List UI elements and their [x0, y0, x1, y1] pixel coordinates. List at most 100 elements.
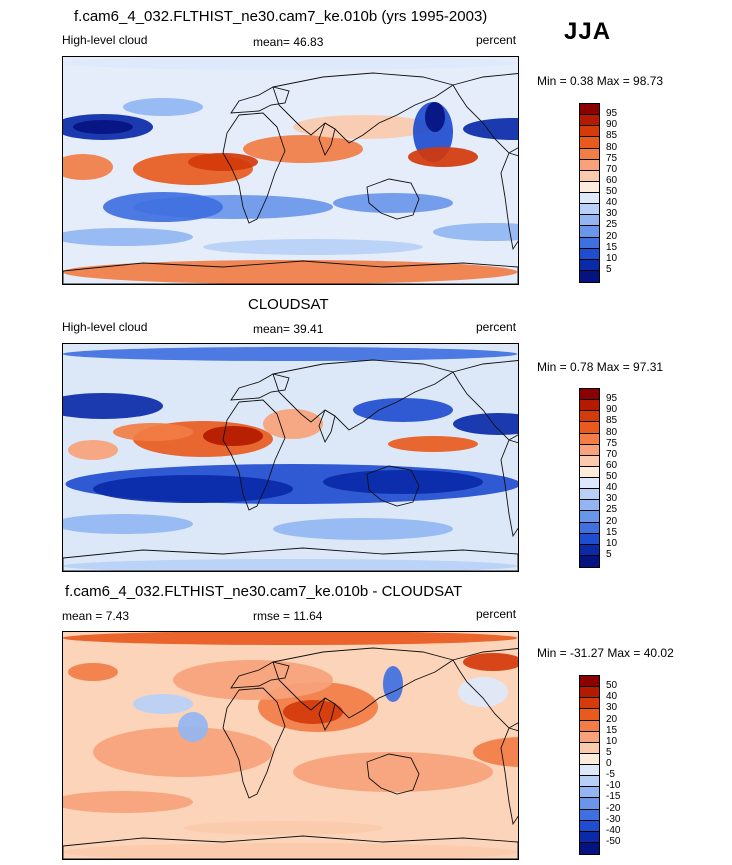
coastline — [366, 753, 420, 795]
field-contour — [68, 440, 118, 460]
colorbar-tick-label: 20 — [606, 515, 618, 527]
colorbar-cell — [580, 742, 599, 754]
colorbar-cell — [580, 259, 599, 271]
field-contour — [63, 228, 193, 246]
colorbar-cell — [580, 215, 599, 227]
colorbar-tick-label: -20 — [606, 802, 621, 814]
colorbar-cell — [580, 137, 599, 149]
colorbar-tick-label: 95 — [606, 108, 618, 120]
colorbar — [579, 675, 600, 855]
colorbar-tick-label: 5 — [606, 548, 612, 560]
coastline — [318, 122, 336, 157]
colorbar-tick-label: -30 — [606, 813, 621, 825]
colorbar-cell — [580, 842, 599, 854]
mean-label: mean = 7.43 — [62, 609, 130, 623]
colorbar-tick-label: -50 — [606, 835, 621, 847]
colorbar-cell — [580, 433, 599, 445]
coastline — [452, 648, 518, 729]
panel-title: f.cam6_4_032.FLTHIST_ne30.cam7_ke.010b (… — [74, 8, 488, 25]
coastline — [318, 409, 336, 444]
field-contour — [113, 423, 193, 441]
colorbar-tick-label: 25 — [606, 219, 618, 231]
colorbar-cell — [580, 500, 599, 512]
colorbar-cell — [580, 159, 599, 171]
colorbar-tick-label: 30 — [606, 702, 618, 714]
coastline — [230, 661, 290, 689]
colorbar-tick-label: 30 — [606, 208, 618, 220]
field-contour — [473, 737, 518, 767]
colorbar-tick-label: 75 — [606, 437, 618, 449]
colorbar-tick-label: 95 — [606, 393, 618, 405]
colorbar-cell — [580, 489, 599, 501]
colorbar-tick-label: 10 — [606, 252, 618, 264]
field-label: High-level cloud — [62, 320, 148, 334]
minmax-label: Min = 0.38 Max = 98.73 — [537, 74, 664, 88]
colorbar-tick-label: 75 — [606, 152, 618, 164]
map-panel-diff — [62, 631, 519, 860]
coastline — [272, 72, 455, 144]
coastlines — [63, 647, 518, 859]
field-contour — [63, 514, 193, 534]
field-contour — [463, 118, 518, 140]
colorbar-tick-label: 50 — [606, 471, 618, 482]
field-contour — [333, 193, 453, 213]
field-contour — [133, 694, 193, 714]
colorbar-tick-label: 80 — [606, 141, 618, 153]
colorbar-cell — [580, 720, 599, 732]
colorbar-cell — [580, 787, 599, 799]
colorbar-cell — [580, 248, 599, 260]
colorbar-cell — [580, 400, 599, 412]
colorbar-tick-label: 10 — [606, 735, 618, 747]
colorbar-tick-label: 80 — [606, 426, 618, 438]
colorbar-tick-label: 90 — [606, 404, 618, 416]
colorbar-cell — [580, 820, 599, 832]
field-contour — [433, 223, 518, 241]
colorbar-cell — [580, 270, 599, 282]
field-contour — [293, 752, 493, 792]
colorbar-cell — [580, 511, 599, 523]
colorbar-cell — [580, 687, 599, 699]
coastline — [272, 647, 455, 719]
field-contour — [353, 398, 453, 422]
colorbar-cell — [580, 798, 599, 810]
colorbar-cell — [580, 148, 599, 160]
colorbar-cell — [580, 709, 599, 721]
colorbar-cell — [580, 676, 599, 688]
coastline — [222, 399, 286, 511]
colorbar-tick-label: 10 — [606, 537, 618, 549]
colorbar-tick-label: 20 — [606, 230, 618, 242]
units-label: percent — [476, 607, 517, 621]
coastline — [366, 465, 420, 507]
colorbar-tick-label: 20 — [606, 713, 618, 725]
colorbar-cell — [580, 389, 599, 401]
colorbar-cell — [580, 455, 599, 467]
field-label: High-level cloud — [62, 33, 148, 47]
map-panel-obs — [62, 343, 519, 572]
coastline — [500, 727, 518, 826]
colorbar-tick-label: 5 — [606, 263, 612, 275]
colorbar-tick-label: -40 — [606, 824, 621, 836]
colorbar-tick-label: 90 — [606, 119, 618, 131]
colorbar-tick-label: 70 — [606, 163, 618, 175]
coastlines — [63, 72, 518, 284]
colorbar-tick-label: 40 — [606, 691, 618, 703]
colorbar-tick-label: 60 — [606, 459, 618, 471]
field-contour — [103, 192, 223, 222]
colorbar-cell — [580, 104, 599, 116]
coastline — [222, 112, 286, 224]
field-contour — [263, 409, 323, 439]
coastline — [452, 73, 518, 154]
field-contour — [93, 727, 273, 777]
coastline — [500, 439, 518, 538]
colorbar — [579, 388, 600, 568]
colorbar-cell — [580, 776, 599, 788]
colorbar-tick-label: 85 — [606, 415, 618, 427]
mean-label: mean= 39.41 — [253, 322, 324, 336]
field-contour — [68, 663, 118, 681]
colorbar-cell — [580, 422, 599, 434]
colorbar-cell — [580, 522, 599, 534]
map-panel-model — [62, 56, 519, 285]
coastline — [318, 697, 336, 732]
field-contour — [463, 653, 518, 671]
colorbar-tick-label: 15 — [606, 241, 618, 253]
